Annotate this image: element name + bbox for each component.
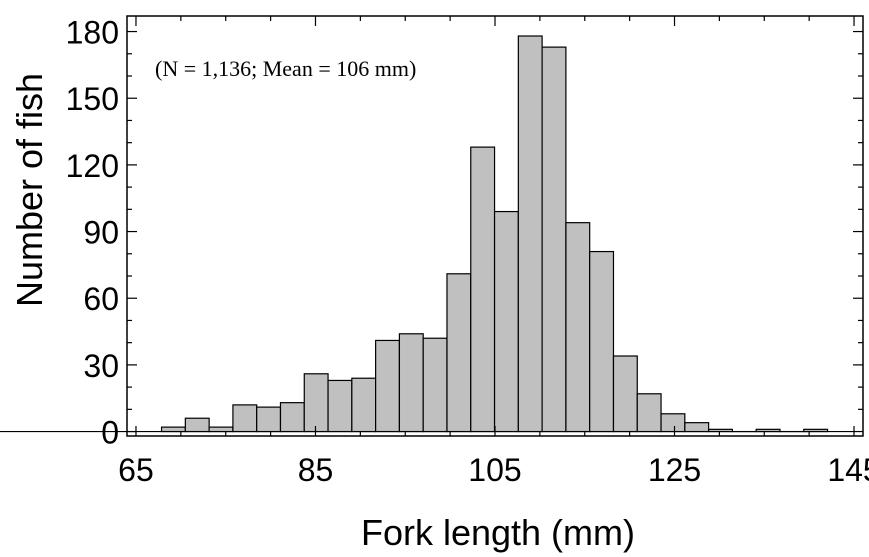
- histogram-bar: [517, 35, 543, 433]
- histogram-bar: [160, 426, 186, 433]
- histogram-bar: [636, 393, 662, 433]
- histogram-bar: [232, 404, 258, 433]
- chart-annotation: (N = 1,136; Mean = 106 mm): [155, 56, 416, 81]
- histogram-bar: [541, 46, 567, 433]
- y-axis-title: Number of fish: [9, 73, 50, 307]
- histogram-bar: [327, 379, 353, 433]
- y-tick-label: 180: [66, 15, 119, 51]
- histogram-bar: [184, 417, 210, 433]
- histogram-bar: [279, 402, 305, 433]
- histogram-bar: [589, 250, 615, 433]
- x-tick-label: 145: [827, 452, 869, 488]
- histogram-bar: [612, 355, 638, 433]
- histogram-bar: [565, 222, 591, 433]
- histogram-bar: [303, 373, 329, 433]
- histogram-bar: [470, 146, 496, 433]
- histogram-bar: [660, 413, 686, 433]
- ticks-group: 65 85 105 125 145 0 30 60 90 120 150 180: [66, 15, 869, 488]
- y-tick-label: 30: [83, 348, 119, 384]
- histogram-bar: [208, 426, 234, 433]
- histogram-bar: [256, 406, 282, 433]
- x-tick-label: 65: [118, 452, 154, 488]
- y-tick-label: 90: [83, 215, 119, 251]
- histogram-bar: [684, 422, 710, 433]
- x-tick-label: 105: [468, 452, 521, 488]
- y-tick-label: 60: [83, 281, 119, 317]
- x-tick-label: 125: [648, 452, 701, 488]
- x-axis-title: Fork length (mm): [361, 512, 635, 553]
- histogram-bar: [398, 333, 424, 433]
- bars-group: [0, 35, 855, 433]
- y-tick-label: 120: [66, 148, 119, 184]
- y-tick-label: 150: [66, 81, 119, 117]
- histogram-bar: [446, 273, 472, 433]
- histogram-bar: [375, 339, 401, 433]
- x-tick-label: 85: [298, 452, 334, 488]
- plot-frame: [126, 15, 864, 437]
- y-tick-label: 0: [101, 415, 119, 451]
- histogram-bar: [493, 210, 519, 433]
- histogram-bar: [351, 377, 377, 433]
- histogram-bar: [422, 337, 448, 433]
